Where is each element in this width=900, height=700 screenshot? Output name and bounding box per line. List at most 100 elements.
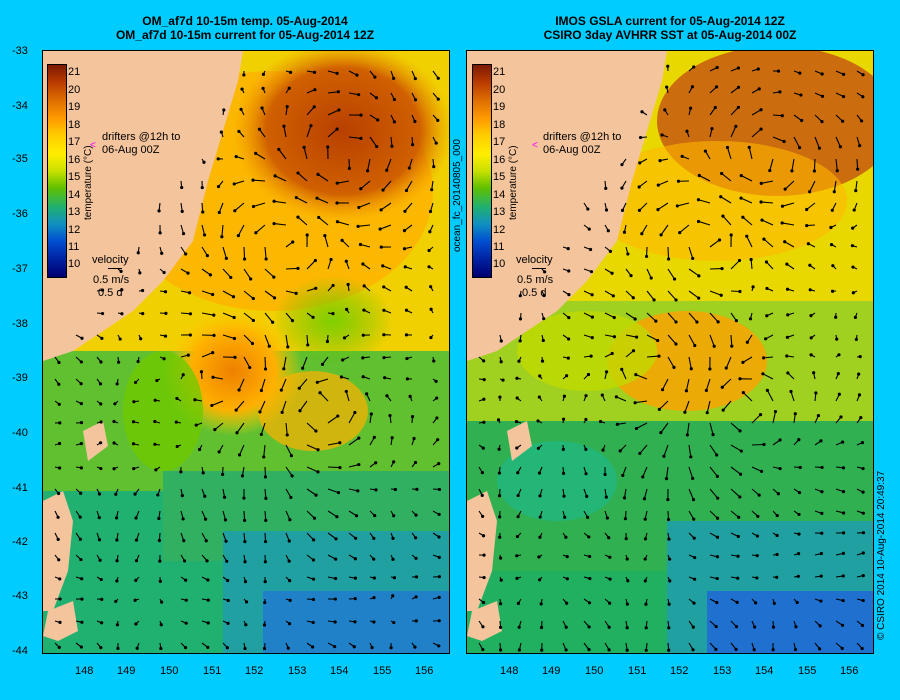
current-arrow-head xyxy=(362,284,366,288)
current-arrow-head xyxy=(410,414,415,419)
current-arrow-head xyxy=(413,76,417,81)
current-arrow-head xyxy=(381,188,385,192)
current-arrow xyxy=(319,392,329,402)
current-arrow xyxy=(625,350,634,358)
current-arrow-head xyxy=(834,315,838,319)
current-arrow xyxy=(348,92,359,96)
current-arrow-head xyxy=(620,163,624,167)
current-arrow-head xyxy=(797,438,801,442)
current-arrow xyxy=(667,290,677,301)
current-arrow xyxy=(730,488,741,498)
left-colorbar xyxy=(47,64,67,278)
current-arrow-head xyxy=(231,295,236,299)
credit-timestamp: © CSIRO 2014 10-Aug-2014 20:49:37 xyxy=(876,470,887,640)
current-arrow-head xyxy=(861,490,865,494)
current-arrow-head xyxy=(499,360,503,364)
current-arrow-head xyxy=(563,515,567,519)
current-arrow-head xyxy=(311,577,316,581)
current-arrow xyxy=(667,246,670,260)
current-arrow-head xyxy=(625,557,629,561)
current-arrow-head xyxy=(249,277,253,281)
current-arrow-head xyxy=(644,648,648,652)
current-arrow-head xyxy=(361,375,365,379)
left-current-vectors xyxy=(54,70,442,651)
current-arrow-head xyxy=(288,598,292,602)
current-arrow-head xyxy=(818,647,822,651)
current-arrow-head xyxy=(538,515,542,519)
current-arrow-head xyxy=(633,401,637,405)
current-arrow-head xyxy=(437,619,441,623)
current-arrow-head xyxy=(287,539,291,543)
current-arrow-head xyxy=(211,292,215,297)
current-arrow-head xyxy=(186,353,190,357)
current-arrow-head xyxy=(482,420,486,424)
current-arrow-head xyxy=(715,535,720,539)
current-arrow-head xyxy=(285,433,289,437)
lon-tick: 153 xyxy=(288,665,307,677)
current-arrow xyxy=(255,224,266,234)
current-arrow-head xyxy=(164,311,168,315)
current-arrow-head xyxy=(820,490,824,494)
lat-tick: -37 xyxy=(12,263,28,275)
current-arrow-head xyxy=(323,234,327,238)
current-arrow-head xyxy=(259,388,264,393)
current-arrow xyxy=(348,464,359,468)
current-arrow-head xyxy=(785,262,789,266)
current-arrow-head xyxy=(206,578,210,582)
current-arrow xyxy=(318,216,329,226)
current-arrow-head xyxy=(99,646,103,650)
current-arrow xyxy=(264,356,267,370)
current-arrow xyxy=(285,444,292,456)
current-arrow-head xyxy=(785,354,789,358)
current-arrow-head xyxy=(188,312,193,316)
current-arrow-head xyxy=(606,229,610,233)
current-arrow xyxy=(636,422,648,430)
lon-tick: 152 xyxy=(670,665,689,677)
current-arrow-head xyxy=(305,233,309,237)
current-arrow-head xyxy=(56,491,61,496)
current-arrow-head xyxy=(587,625,591,629)
current-arrow xyxy=(730,106,739,116)
current-arrow-head xyxy=(333,576,338,581)
current-arrow xyxy=(263,444,266,457)
current-arrow-head xyxy=(120,312,124,316)
current-arrow-head xyxy=(99,420,103,424)
current-arrow-head xyxy=(134,559,139,563)
australia-coast xyxy=(467,51,667,361)
current-arrow xyxy=(722,215,732,226)
current-arrow-head xyxy=(369,412,373,416)
current-arrow-head xyxy=(359,187,363,191)
current-arrow-head xyxy=(175,444,179,449)
current-arrow-head xyxy=(693,577,697,581)
current-arrow-head xyxy=(392,460,396,464)
current-arrow-head xyxy=(100,311,105,316)
current-arrow xyxy=(665,466,669,479)
current-arrow-head xyxy=(785,335,790,339)
current-arrow-head xyxy=(312,516,317,520)
current-arrow-head xyxy=(79,491,83,495)
current-arrow-head xyxy=(820,94,825,98)
current-arrow-head xyxy=(372,536,376,540)
current-arrow-head xyxy=(405,377,409,381)
current-arrow-head xyxy=(242,518,247,522)
current-arrow xyxy=(317,378,329,383)
current-arrow-head xyxy=(354,536,358,540)
current-arrow-head xyxy=(353,620,357,624)
current-arrow xyxy=(280,378,287,391)
current-arrow-head xyxy=(598,419,603,424)
current-arrow-head xyxy=(311,315,315,319)
current-arrow-head xyxy=(133,598,137,602)
current-arrow-head xyxy=(224,256,228,260)
current-arrow-head xyxy=(429,285,433,289)
current-arrow-head xyxy=(719,195,723,199)
current-arrow xyxy=(763,238,774,248)
current-arrow xyxy=(658,180,669,186)
current-arrow-head xyxy=(180,209,184,214)
current-arrow-head xyxy=(437,595,441,599)
current-arrow-head xyxy=(786,313,790,317)
right-colorbar xyxy=(472,64,492,278)
current-arrow-head xyxy=(184,578,188,582)
current-arrow-head xyxy=(392,76,396,80)
current-arrow-head xyxy=(656,338,660,343)
current-arrow xyxy=(211,400,224,406)
